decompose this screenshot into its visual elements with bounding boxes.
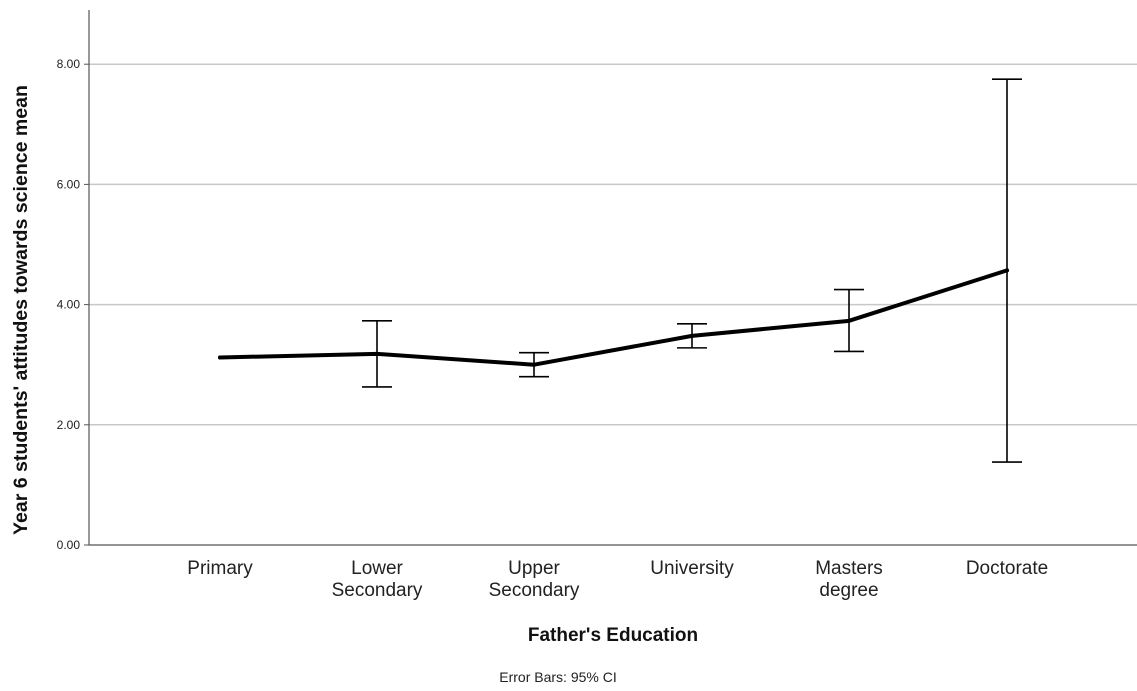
gridlines xyxy=(89,63,1137,426)
y-tick-labels: 0.00 2.00 4.00 6.00 8.00 xyxy=(57,57,89,552)
data-point xyxy=(532,362,536,367)
x-tick-label: Lower Secondary xyxy=(332,558,423,601)
series-line-group xyxy=(218,268,1009,367)
y-tick-label: 4.00 xyxy=(57,298,81,312)
data-point xyxy=(375,351,379,356)
x-tick-label-line: Upper xyxy=(508,558,560,579)
x-tick-label: Upper Secondary xyxy=(489,558,580,601)
data-point xyxy=(1005,268,1009,273)
error-bars-footnote: Error Bars: 95% CI xyxy=(499,669,616,685)
x-tick-label-line: Secondary xyxy=(489,580,580,601)
data-point xyxy=(690,333,694,338)
axes xyxy=(88,10,1137,546)
x-axis-title: Father's Education xyxy=(528,625,698,646)
x-tick-label-line: Primary xyxy=(187,558,253,579)
x-tick-label: Doctorate xyxy=(966,558,1048,579)
y-axis-title: Year 6 students' attitudes towards scien… xyxy=(11,85,32,535)
y-tick-label: 6.00 xyxy=(57,177,81,191)
y-tick-label: 8.00 xyxy=(57,57,81,71)
x-tick-label: Masters degree xyxy=(815,558,883,601)
x-tick-label: University xyxy=(650,558,734,579)
x-tick-label-line: Doctorate xyxy=(966,558,1048,579)
x-tick-label-line: Secondary xyxy=(332,580,423,601)
y-tick-label: 2.00 xyxy=(57,418,81,432)
data-point xyxy=(847,318,851,323)
x-tick-label: Primary xyxy=(187,558,253,579)
error-bars xyxy=(362,78,1022,463)
series-line xyxy=(218,268,1009,367)
data-point xyxy=(218,355,222,360)
x-tick-label-line: Masters xyxy=(815,558,883,579)
x-tick-label-line: degree xyxy=(819,580,878,601)
x-tick-label-line: University xyxy=(650,558,734,579)
x-tick-label-line: Lower xyxy=(351,558,403,579)
y-tick-label: 0.00 xyxy=(57,538,81,552)
